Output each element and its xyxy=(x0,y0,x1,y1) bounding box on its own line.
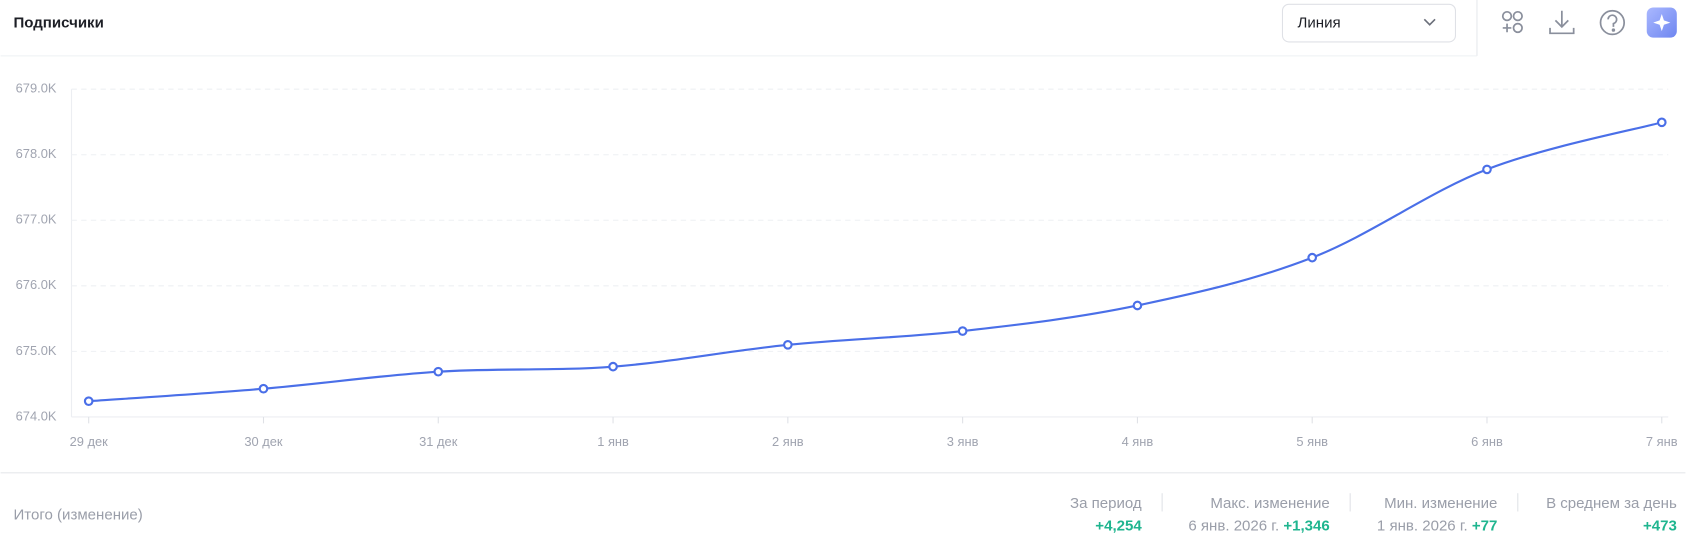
dropdown-value[interactable]: Линия xyxy=(1298,15,1341,32)
layout-icon[interactable] xyxy=(1501,10,1523,34)
x-tick-label: 3 янв xyxy=(947,434,979,449)
stat-value: +4,254 xyxy=(1095,517,1142,534)
point xyxy=(1482,164,1492,175)
y-tick-label: 679.0K xyxy=(16,81,57,96)
point xyxy=(957,326,968,336)
series-line xyxy=(88,121,1663,403)
stat-value: +1,346 xyxy=(1283,517,1329,534)
point xyxy=(258,383,269,394)
dropdown-chevron[interactable] xyxy=(1423,18,1436,26)
stat-label: Мин. изменение xyxy=(1384,495,1497,512)
y-tick-label: 675.0K xyxy=(16,343,57,358)
x-tick-label: 30 дек xyxy=(244,434,283,449)
x-tick-label: 2 янв xyxy=(772,434,804,449)
y-tick-label: 677.0K xyxy=(16,212,57,227)
x-tick-label: 4 янв xyxy=(1122,434,1154,449)
stat-label: В среднем за день xyxy=(1546,495,1677,512)
stat-date: 1 янв. 2026 г. xyxy=(1377,517,1468,534)
stat-label: За период xyxy=(1070,495,1142,512)
stat-line: +473 xyxy=(1643,517,1677,534)
dropdown-box[interactable] xyxy=(1281,3,1457,43)
point xyxy=(433,366,444,377)
stat-line: +4,254 xyxy=(1095,517,1142,534)
panel-title: Подписчики xyxy=(13,15,103,32)
x-tick-label: 29 дек xyxy=(70,434,109,449)
point xyxy=(1656,117,1667,128)
point xyxy=(783,339,793,350)
help-icon[interactable] xyxy=(1599,9,1626,36)
ai-button[interactable] xyxy=(1646,7,1677,38)
summary-label: Итого (изменение) xyxy=(13,507,142,524)
download-icon[interactable] xyxy=(1549,10,1575,35)
y-tick-label: 678.0K xyxy=(16,146,57,161)
point xyxy=(1132,300,1143,311)
stat-line: 1 янв. 2026 г. +77 xyxy=(1377,517,1497,534)
x-tick-label: 31 дек xyxy=(419,434,458,449)
view-dropdown[interactable]: Линия xyxy=(1281,3,1457,43)
stat-line: 6 янв. 2026 г. +1,346 xyxy=(1188,517,1329,534)
x-tick-label: 6 янв xyxy=(1471,434,1503,449)
stat-date: 6 янв. 2026 г. xyxy=(1188,517,1279,534)
x-tick-label: 1 янв xyxy=(597,434,629,449)
point xyxy=(1307,252,1318,263)
stat-value: +473 xyxy=(1643,517,1677,534)
x-tick-label: 7 янв xyxy=(1646,434,1678,449)
stat-label: Макс. изменение xyxy=(1210,495,1329,512)
y-tick-label: 674.0K xyxy=(16,408,57,423)
point xyxy=(608,361,618,372)
point xyxy=(83,396,94,407)
stat-value: +77 xyxy=(1472,517,1497,534)
x-tick-label: 5 янв xyxy=(1296,434,1328,449)
y-tick-label: 676.0K xyxy=(16,277,57,292)
